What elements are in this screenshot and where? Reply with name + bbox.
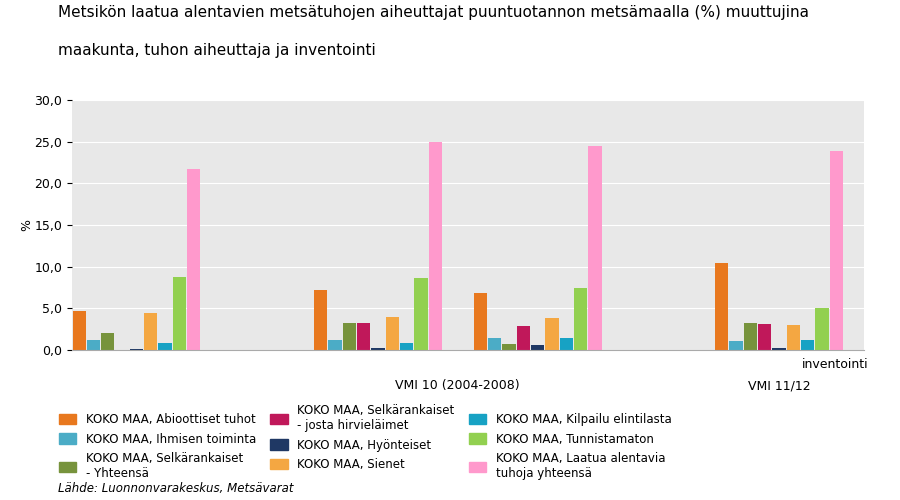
Bar [545, 318, 559, 350]
Bar [729, 341, 742, 350]
Text: maakunta, tuhon aiheuttaja ja inventointi: maakunta, tuhon aiheuttaja ja inventoint… [58, 42, 376, 58]
Bar [531, 345, 544, 350]
Bar [589, 146, 601, 350]
Bar [328, 340, 342, 350]
Bar [173, 276, 186, 350]
Bar [488, 338, 501, 350]
Bar [787, 325, 800, 350]
Text: inventointi: inventointi [802, 358, 868, 370]
Bar [758, 324, 771, 350]
Bar [815, 308, 829, 350]
Bar [560, 338, 573, 350]
Bar [130, 349, 143, 350]
Bar [357, 324, 370, 350]
Bar [502, 344, 516, 350]
Bar [772, 348, 786, 350]
Bar [428, 142, 442, 350]
Bar [86, 340, 100, 350]
Bar [158, 344, 172, 350]
Bar [144, 312, 158, 350]
Legend: KOKO MAA, Abioottiset tuhot, KOKO MAA, Ihmisen toiminta, KOKO MAA, Selkärankaise: KOKO MAA, Abioottiset tuhot, KOKO MAA, I… [58, 404, 671, 480]
Bar [473, 294, 487, 350]
Text: Lähde: Luonnonvarakeskus, Metsävarat: Lähde: Luonnonvarakeskus, Metsävarat [58, 482, 294, 495]
Bar [343, 322, 356, 350]
Bar [101, 332, 114, 350]
Bar [73, 311, 86, 350]
Bar [743, 324, 757, 350]
Bar [400, 344, 413, 350]
Bar [517, 326, 530, 350]
Text: VMI 11/12: VMI 11/12 [748, 379, 810, 392]
Bar [830, 151, 843, 350]
Text: VMI 10 (2004-2008): VMI 10 (2004-2008) [395, 379, 520, 392]
Bar [414, 278, 427, 350]
Bar [801, 340, 814, 350]
Bar [574, 288, 587, 350]
Y-axis label: %: % [20, 219, 33, 231]
Bar [716, 264, 728, 350]
Bar [314, 290, 328, 350]
Bar [385, 316, 399, 350]
Bar [372, 348, 384, 350]
Text: Metsikön laatua alentavien metsätuhojen aiheuttajat puuntuotannon metsämaalla (%: Metsikön laatua alentavien metsätuhojen … [58, 5, 809, 20]
Bar [187, 169, 201, 350]
